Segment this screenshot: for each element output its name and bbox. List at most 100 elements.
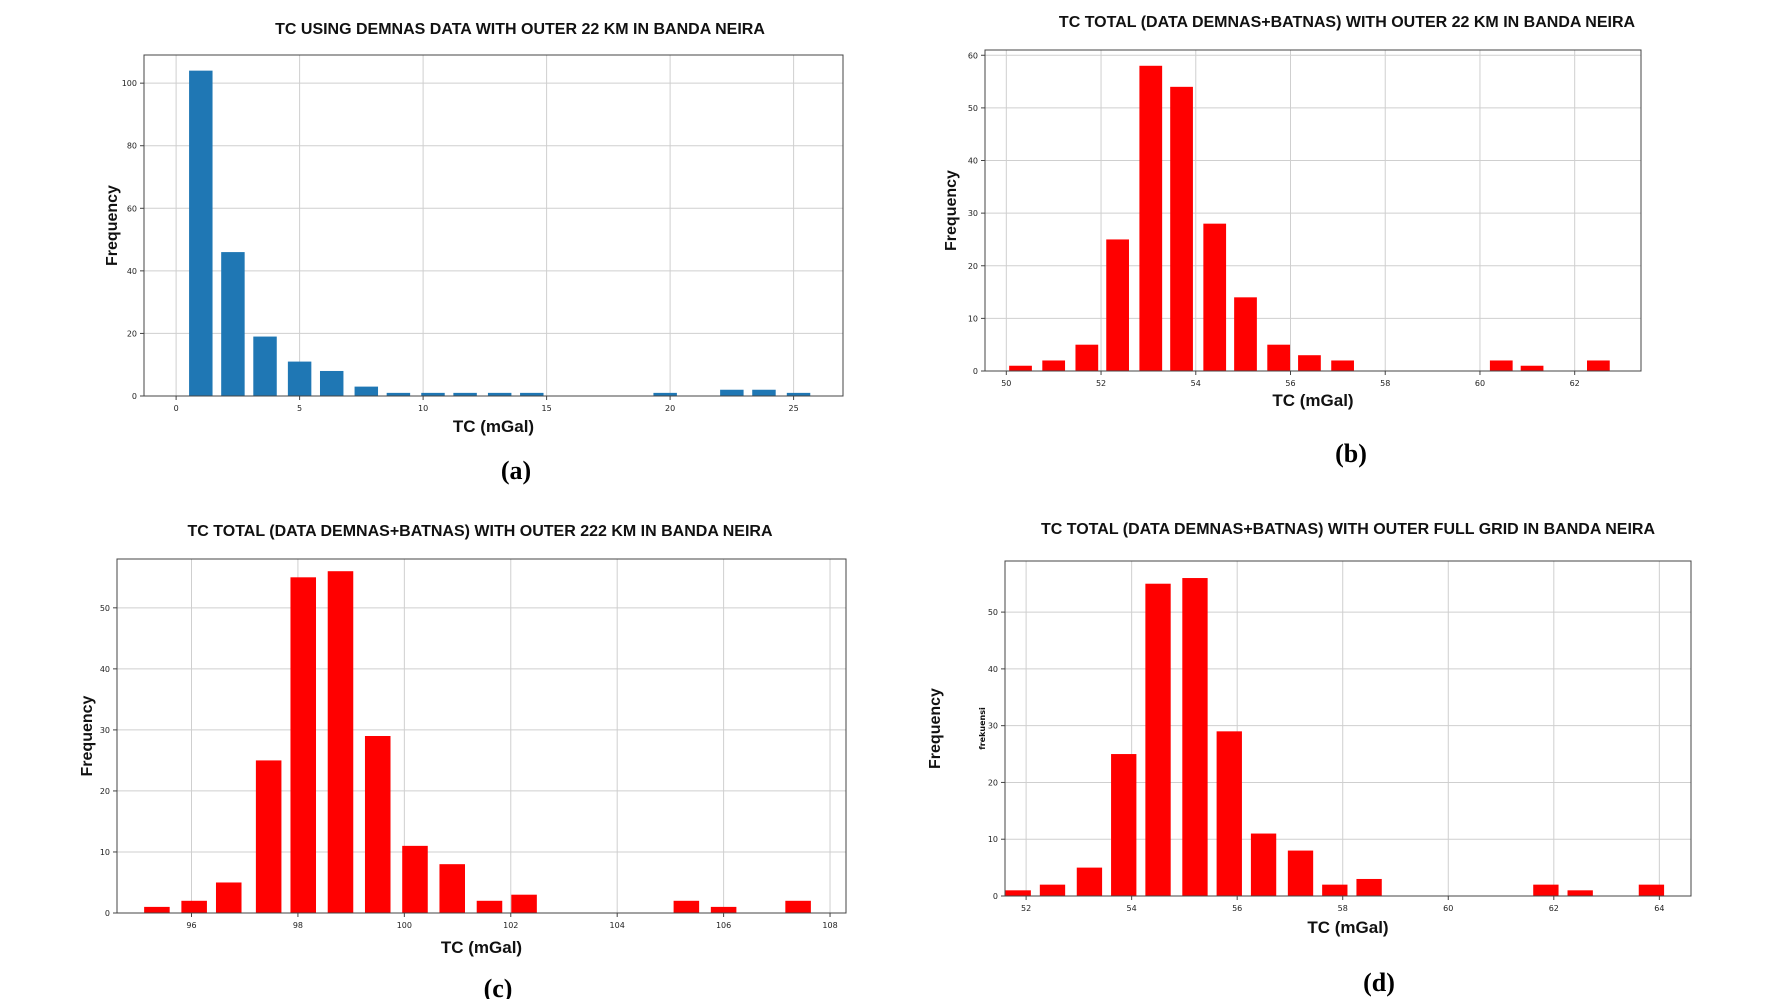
y-axis-label: Frequency (943, 170, 960, 251)
bar (181, 900, 207, 913)
y-tick-label: 0 (973, 367, 978, 376)
bar (215, 882, 242, 913)
chart-title: TC TOTAL (DATA DEMNAS+BATNAS) WITH OUTER… (1041, 521, 1655, 538)
plot-frame (116, 558, 847, 914)
bar (1145, 583, 1171, 896)
y-tick-label: 30 (100, 726, 110, 735)
x-tick-label: 50 (1001, 379, 1011, 388)
bar (1638, 884, 1665, 896)
bar (653, 392, 677, 396)
bar (453, 392, 477, 396)
y-tick-label: 0 (132, 392, 137, 401)
bar (1356, 878, 1382, 896)
x-axis-label: TC (mGal) (453, 417, 534, 436)
bar (1111, 754, 1137, 896)
x-tick-label: 15 (542, 404, 552, 413)
chart-panel-d: 52 54 56 58 60 62 64 0 10 20 30 40 50 TC TOTAL (DATA … (927, 521, 1692, 997)
bar (421, 392, 445, 396)
x-tick-label: 5 (297, 404, 302, 413)
y-tick-label: 40 (100, 665, 110, 674)
y-axis-label: Frequency (79, 695, 96, 776)
bar (1182, 578, 1208, 896)
bar (319, 370, 344, 396)
bar (290, 577, 317, 913)
x-tick-label: 62 (1570, 379, 1580, 388)
chart-title: TC TOTAL (DATA DEMNAS+BATNAS) WITH OUTER… (1059, 14, 1636, 31)
bar (1287, 850, 1314, 896)
chart-panel-b: 50 52 54 56 58 60 62 0 10 20 30 40 50 60 TC TOTAL (DAT… (943, 14, 1642, 468)
bar (221, 252, 245, 396)
bar (144, 906, 170, 913)
x-tick-label: 56 (1285, 379, 1295, 388)
y-axis-label: Frequency (104, 185, 121, 266)
bar (1587, 360, 1610, 371)
panel-caption: (b) (1335, 439, 1367, 468)
x-tick-label: 98 (293, 921, 303, 930)
y-tick-label: 100 (122, 79, 137, 88)
x-tick-label: 10 (418, 404, 428, 413)
y-tick-label: 80 (127, 142, 137, 151)
bar (1042, 360, 1066, 371)
bar (710, 906, 737, 913)
chart-panel-a: 0 5 10 15 20 25 0 20 40 60 80 100 TC USING DEMNAS DA… (104, 21, 844, 485)
bar (752, 389, 776, 396)
panel-caption: (d) (1363, 968, 1395, 997)
x-tick-label: 62 (1549, 904, 1559, 913)
y-tick-label: 0 (993, 892, 998, 901)
bar (1533, 884, 1559, 896)
bar (1520, 365, 1544, 371)
bar (1567, 890, 1593, 896)
bar (720, 389, 744, 396)
bar (253, 336, 277, 396)
bar (520, 392, 544, 396)
bar (1489, 360, 1513, 371)
y-tick-label: 20 (100, 787, 110, 796)
x-tick-label: 54 (1191, 379, 1201, 388)
bar (255, 760, 282, 913)
bar (1170, 86, 1193, 372)
bar (327, 571, 354, 913)
y-tick-label: 10 (988, 835, 998, 844)
x-tick-label: 96 (186, 921, 196, 930)
x-tick-label: 64 (1654, 904, 1664, 913)
x-tick-label: 60 (1443, 904, 1453, 913)
y-tick-label: 20 (968, 262, 978, 271)
bar (364, 736, 391, 913)
y-tick-label: 40 (988, 665, 998, 674)
x-tick-label: 54 (1127, 904, 1137, 913)
y-tick-label: 50 (968, 104, 978, 113)
y-tick-label: 40 (968, 157, 978, 166)
panel-caption: (a) (501, 456, 531, 485)
bar (287, 361, 312, 396)
y-tick-label: 50 (988, 608, 998, 617)
x-axis-label: TC (mGal) (441, 938, 522, 957)
y-tick-label: 10 (968, 314, 978, 323)
x-tick-label: 0 (174, 404, 179, 413)
bar (1009, 365, 1032, 371)
plot-frame (984, 49, 1642, 372)
bar (1039, 884, 1066, 896)
bar (354, 386, 379, 396)
x-tick-label: 52 (1096, 379, 1106, 388)
bar (511, 894, 537, 913)
chart-title: TC USING DEMNAS DATA WITH OUTER 22 KM IN… (275, 21, 765, 38)
bar (786, 392, 811, 396)
x-tick-label: 20 (665, 404, 675, 413)
y-tick-label: 20 (988, 778, 998, 787)
bar (1139, 65, 1163, 371)
y-tick-label: 30 (988, 722, 998, 731)
y-tick-label: 0 (105, 909, 110, 918)
y-tick-label: 60 (968, 51, 978, 60)
bar (1234, 297, 1257, 371)
y-tick-label: 60 (127, 204, 137, 213)
plot-frame (1004, 560, 1692, 897)
bar (1331, 360, 1354, 371)
y-axis-label: Frequency (927, 688, 944, 769)
y-tick-label: 10 (100, 848, 110, 857)
bar (1250, 833, 1277, 896)
chart-panel-c: 96 98 100 102 104 106 108 0 10 20 30 40 50 TC TOTAL (… (79, 523, 847, 999)
y-tick-label: 30 (968, 209, 978, 218)
x-tick-label: 58 (1338, 904, 1348, 913)
bar (1203, 223, 1227, 371)
bar (673, 900, 700, 913)
